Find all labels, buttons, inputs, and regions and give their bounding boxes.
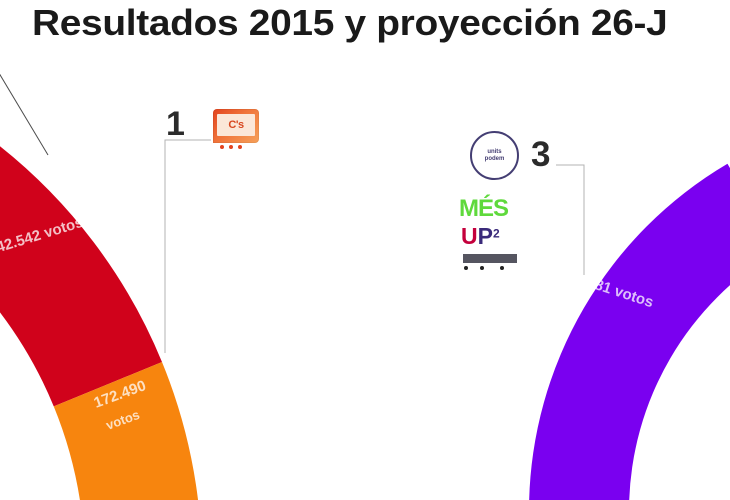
svg-text:1: 1	[166, 105, 185, 143]
svg-text:3: 3	[531, 135, 550, 174]
